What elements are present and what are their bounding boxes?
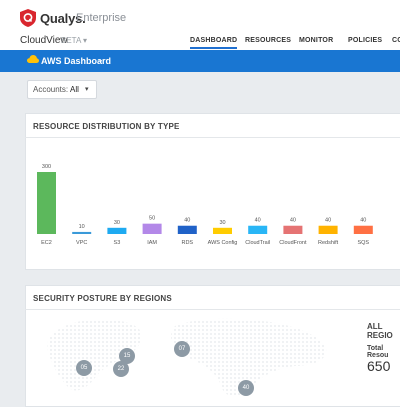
category-label: CloudTrail [245,240,270,246]
dashboard-bar [0,50,400,72]
bar-cloudtrail[interactable] [248,225,268,234]
region-bubble[interactable]: 40 [238,380,254,396]
bar-s3[interactable] [107,227,127,234]
bar-value-label: 40 [290,218,296,224]
bar-value-label: 50 [149,216,155,222]
brand-edition: Enterprise [76,12,127,24]
bar-iam[interactable] [142,223,162,234]
resource-distribution-panel [25,113,400,270]
bar-value-label: 40 [360,218,366,224]
bar-rds[interactable] [177,225,197,234]
all-regions-title: ALL REGIO [367,322,393,340]
region-bubble[interactable]: 15 [119,348,135,364]
region-bubble[interactable]: 22 [113,361,129,377]
security-posture-title: SECURITY POSTURE BY REGIONS [33,294,172,303]
panel-divider [25,309,400,310]
chevron-down-icon[interactable]: ▾ [83,36,88,45]
chevron-down-icon[interactable]: ⌄ [97,55,104,64]
resource-distribution-title: RESOURCE DISTRIBUTION BY TYPE [33,122,180,131]
bar-value-label: 10 [79,224,85,230]
beta-badge: BETA [61,36,82,45]
bar-sqs[interactable] [353,225,373,234]
category-label: AWS Config [208,240,238,246]
bar-value-label: 40 [255,218,261,224]
top-bar [0,0,400,50]
cloud-icon [27,55,39,63]
resource-bar-chart: 300 EC2 10 VPC 30 S3 50 IAM 40 RDS 30 AWS Config 40 C… [37,164,373,246]
bar-value-label: 40 [325,218,331,224]
region-bubble[interactable]: 07 [174,341,190,357]
brand-name: Qualys. [40,11,86,26]
bar-aws-config[interactable] [213,227,232,234]
nav-monitor[interactable]: MONITOR [299,37,334,44]
qualys-shield-icon [20,9,36,27]
category-label: SQS [357,240,369,246]
accounts-label: Accounts: [33,85,69,94]
bar-vpc[interactable] [72,231,92,234]
bar-value-label: 30 [219,220,225,226]
category-label: IAM [147,240,157,246]
bar-ec2[interactable] [37,172,56,234]
category-label: S3 [114,240,121,246]
category-label: RDS [181,240,193,246]
bar-redshift[interactable] [318,225,338,234]
nav-policies[interactable]: POLICIES [348,37,383,44]
chevron-down-icon[interactable]: ▾ [85,86,89,93]
bar-value-label: 30 [114,220,120,226]
category-label: CloudFront [279,240,307,246]
world-map-icon [47,318,327,397]
region-bubble[interactable]: 05 [76,360,92,376]
total-resources-value: 650 [367,358,391,374]
accounts-value[interactable]: All [70,85,79,94]
dashboard-selector[interactable]: AWS Dashboard [41,56,112,66]
category-label: EC2 [41,240,52,246]
nav-resources[interactable]: RESOURCES [245,37,292,44]
bar-value-label: 300 [42,164,51,170]
nav-dashboard[interactable]: DASHBOARD [190,37,238,49]
app-switcher[interactable]: CloudView [20,35,68,46]
category-label: VPC [76,240,87,246]
accounts-filter[interactable] [27,80,97,99]
total-resources-label: Total Resou [367,345,389,359]
nav-more[interactable]: CO [392,37,400,44]
bar-cloudfront[interactable] [283,225,303,234]
category-label: Redshift [318,240,339,246]
bar-value-label: 40 [184,218,190,224]
panel-divider [25,137,400,138]
